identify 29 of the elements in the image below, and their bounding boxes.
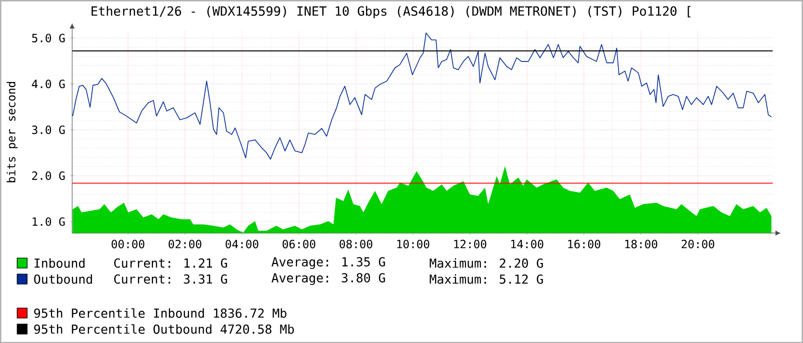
x-tick-label: 14:00	[511, 240, 544, 248]
text: Maximum: 5.12 G	[430, 274, 543, 284]
y-tick-label: 4.0 G	[32, 80, 65, 88]
x-tick-label: 00:00	[112, 240, 144, 248]
x-tick-label: 16:00	[568, 240, 600, 248]
legend-label: 95th Percentile Inbound 1836.72 Mb	[34, 308, 286, 318]
legend-label: Inbound	[34, 258, 85, 268]
x-tick-label: 20:00	[682, 240, 714, 248]
chart-title: Ethernet1/26 - (WDX145599) INET 10 Gbps (AS4618) (DWDM METRONET) (TST) Po1120 [	[92, 6, 690, 18]
text: Current: 3.31 G	[114, 274, 228, 284]
y-tick-label: 3.0 G	[32, 125, 65, 134]
x-tick-label: 12:00	[454, 240, 486, 248]
x-tick-label: 18:00	[625, 240, 658, 248]
line-series	[72, 32, 772, 160]
legend-label: Outbound	[34, 274, 92, 284]
x-tick-label: 08:00	[340, 240, 372, 248]
text: Maximum: 2.20 G	[430, 258, 543, 268]
y-tick-label: 5.0 G	[32, 34, 65, 42]
y-tick-label: 1.0 G	[32, 217, 65, 226]
text: Average: 1.35 G	[272, 257, 385, 269]
x-tick-label: 04:00	[226, 240, 258, 248]
x-tick-label: 10:00	[397, 240, 430, 248]
text: Average: 3.80 G	[272, 273, 385, 285]
x-tick-label: 06:00	[282, 240, 316, 248]
x-tick-label: 02:00	[168, 240, 202, 248]
legend-label: 95th Percentile Outbound 4720.58 Mb	[34, 324, 294, 334]
y-axis-title: bits per second	[6, 82, 18, 182]
text: Current: 1.21 G	[114, 258, 228, 268]
y-tick-label: 2.0 G	[32, 171, 65, 180]
